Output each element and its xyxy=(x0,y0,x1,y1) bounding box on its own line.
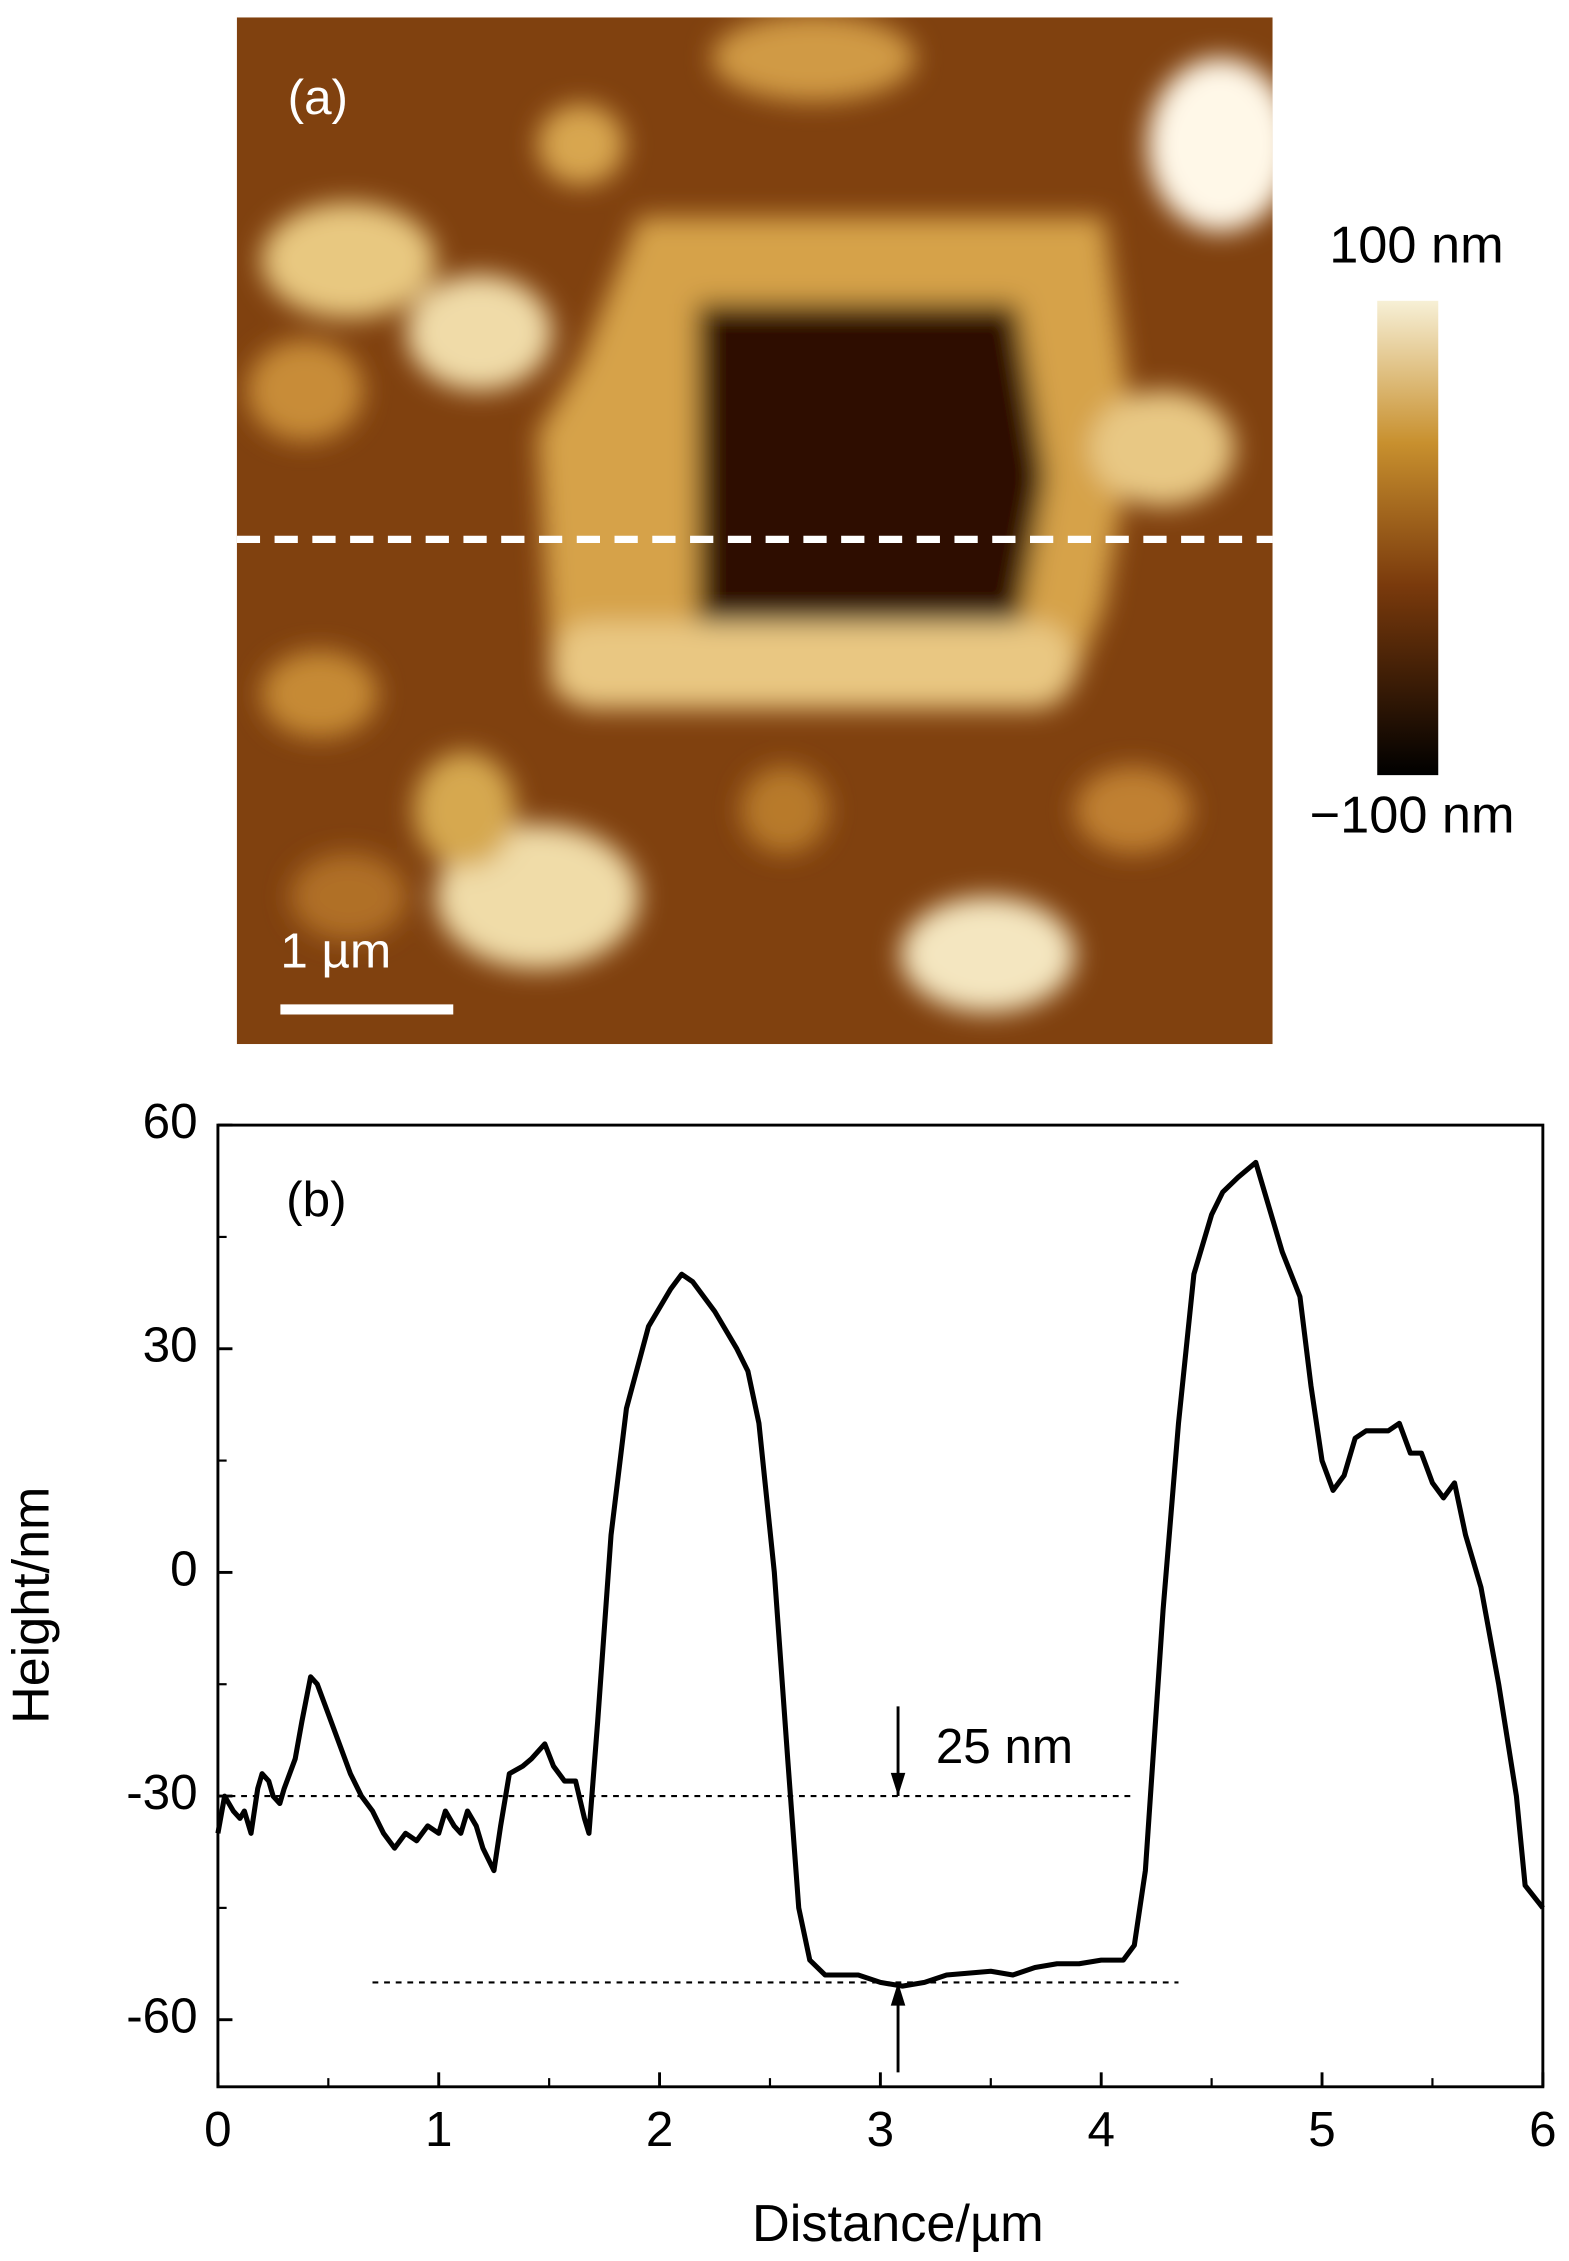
x-tick-label: 4 xyxy=(1087,2102,1114,2157)
annotation: 25 nm xyxy=(936,1719,1073,1774)
scale-bar-label: 1 µm xyxy=(280,924,391,979)
x-tick-label: 6 xyxy=(1529,2102,1556,2157)
x-tick-label: 3 xyxy=(867,2102,894,2157)
colorbar xyxy=(1377,300,1439,776)
y-axis-label: Height/nm xyxy=(3,1487,61,1724)
panel-label: (a) xyxy=(288,70,348,125)
y-tick-label: -30 xyxy=(126,1765,197,1820)
arrow-head xyxy=(890,1982,906,2006)
plot-frame xyxy=(216,1123,1545,2089)
y-tick-label: 30 xyxy=(143,1318,198,1373)
profile-line xyxy=(215,1159,1545,1989)
colorbar-max: 100 nm xyxy=(1329,217,1503,275)
x-tick-label: 2 xyxy=(646,2102,673,2157)
y-tick-label: 0 xyxy=(170,1541,197,1596)
x-tick-label: 5 xyxy=(1308,2102,1335,2157)
colorbar-min: −100 nm xyxy=(1310,786,1515,844)
panel-label: (b) xyxy=(286,1172,346,1227)
x-tick-label: 1 xyxy=(425,2102,452,2157)
y-tick-label: 60 xyxy=(143,1094,198,1149)
arrow-head xyxy=(890,1772,906,1797)
y-tick-label: -60 xyxy=(126,1989,197,2044)
x-tick-label: 0 xyxy=(204,2102,231,2157)
afm-image xyxy=(236,17,1273,1045)
x-axis-label: Distance/µm xyxy=(752,2195,1044,2253)
plot: 0 1 2 3 4 5 6 -60 -30 0 30 60 25 nm xyxy=(126,1094,1556,2157)
